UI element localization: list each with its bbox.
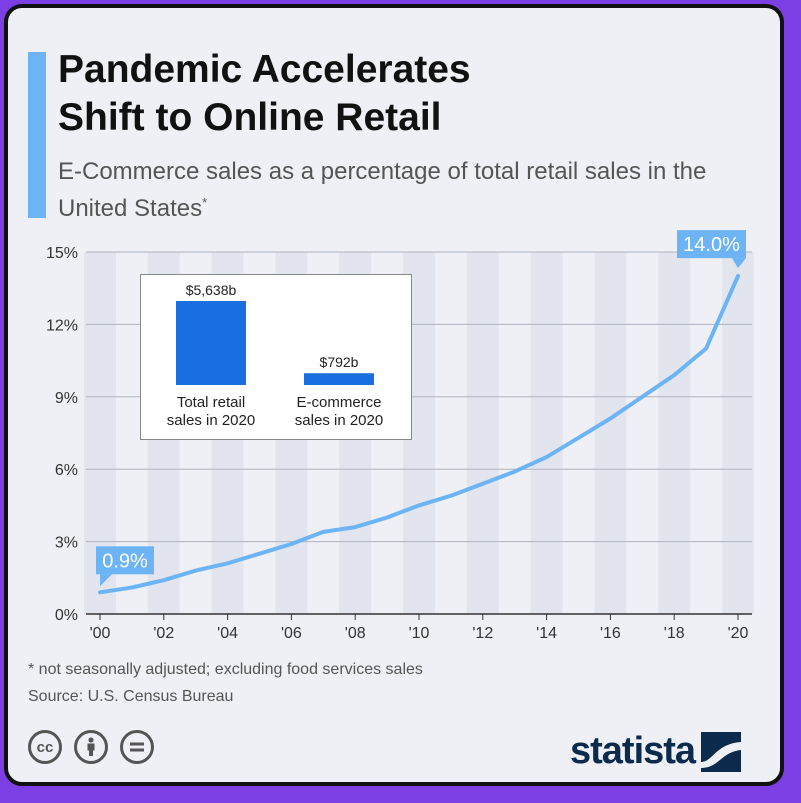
x-tick-label: '18 bbox=[664, 625, 685, 642]
inset-bar-chart: $5,638b Total retail sales in 2020 $792b E-c… bbox=[140, 274, 412, 440]
statista-logo-icon bbox=[701, 731, 742, 772]
inset-bar bbox=[176, 301, 246, 385]
subtitle: E-Commerce sales as a percentage of tota… bbox=[58, 156, 758, 224]
inset-bar-value: $792b bbox=[320, 354, 359, 370]
title-accent-bar bbox=[28, 52, 46, 218]
footnote-block: * not seasonally adjusted; excluding foo… bbox=[28, 656, 423, 710]
x-tick-label: '00 bbox=[90, 625, 111, 642]
x-tick-label: '04 bbox=[217, 625, 238, 642]
subtitle-marker: * bbox=[202, 195, 208, 210]
by-icon[interactable] bbox=[74, 730, 108, 764]
title-line-2: Shift to Online Retail bbox=[58, 96, 442, 139]
callout-label: 14.0% bbox=[683, 234, 740, 256]
title-line-1: Pandemic Accelerates bbox=[58, 48, 471, 91]
x-tick-label: '16 bbox=[600, 625, 621, 642]
inset-bar bbox=[304, 373, 374, 385]
source: Source: U.S. Census Bureau bbox=[28, 688, 234, 705]
y-tick-label: 12% bbox=[46, 317, 78, 334]
x-tick-label: '12 bbox=[472, 625, 493, 642]
callout-box bbox=[677, 230, 746, 259]
subtitle-text: E-Commerce sales as a percentage of tota… bbox=[58, 158, 707, 222]
page-title: Pandemic Accelerates Shift to Online Ret… bbox=[58, 46, 471, 142]
y-axis-ticks: 0% 3% 6% 9% 12% 15% bbox=[46, 245, 78, 624]
y-tick-label: 0% bbox=[55, 607, 78, 624]
inset-category-label: Total retail bbox=[177, 394, 245, 411]
x-axis-ticks: '00 '02 '04 '06 '08 '10 '12 '14 '16 '18 '20 bbox=[90, 614, 749, 642]
inset-category-label: E-commerce bbox=[296, 394, 381, 411]
year-band bbox=[594, 252, 627, 614]
x-tick-label: '08 bbox=[345, 625, 366, 642]
year-band bbox=[466, 252, 499, 614]
x-tick-label: '06 bbox=[281, 625, 302, 642]
inset-bar-value: $5,638b bbox=[186, 282, 237, 298]
year-band bbox=[530, 252, 563, 614]
callout-pointer bbox=[732, 258, 746, 269]
series-line bbox=[98, 274, 740, 595]
inset-category-label: sales in 2020 bbox=[295, 412, 383, 429]
callout-box bbox=[96, 546, 154, 575]
x-tick-label: '20 bbox=[728, 625, 749, 642]
cc-icon[interactable]: cc bbox=[28, 730, 62, 764]
infographic-card: Pandemic Accelerates Shift to Online Ret… bbox=[4, 4, 784, 786]
y-tick-label: 3% bbox=[55, 535, 78, 552]
callouts: 0.9% 14.0% bbox=[96, 230, 746, 587]
year-band bbox=[658, 252, 691, 614]
callout-label: 0.9% bbox=[102, 550, 148, 572]
year-band bbox=[722, 252, 754, 614]
license-icons: cc bbox=[28, 730, 154, 764]
y-tick-label: 6% bbox=[55, 462, 78, 479]
callout-pointer bbox=[100, 574, 112, 587]
y-tick-label: 15% bbox=[46, 245, 78, 262]
x-tick-label: '14 bbox=[536, 625, 557, 642]
x-tick-label: '10 bbox=[409, 625, 430, 642]
statista-logo[interactable]: statista bbox=[570, 730, 742, 773]
brand-name: statista bbox=[570, 730, 696, 772]
x-tick-label: '02 bbox=[153, 625, 174, 642]
inset-category-label: sales in 2020 bbox=[167, 412, 255, 429]
footnote: * not seasonally adjusted; excluding foo… bbox=[28, 661, 423, 678]
nd-icon[interactable] bbox=[120, 730, 154, 764]
y-tick-label: 9% bbox=[55, 390, 78, 407]
